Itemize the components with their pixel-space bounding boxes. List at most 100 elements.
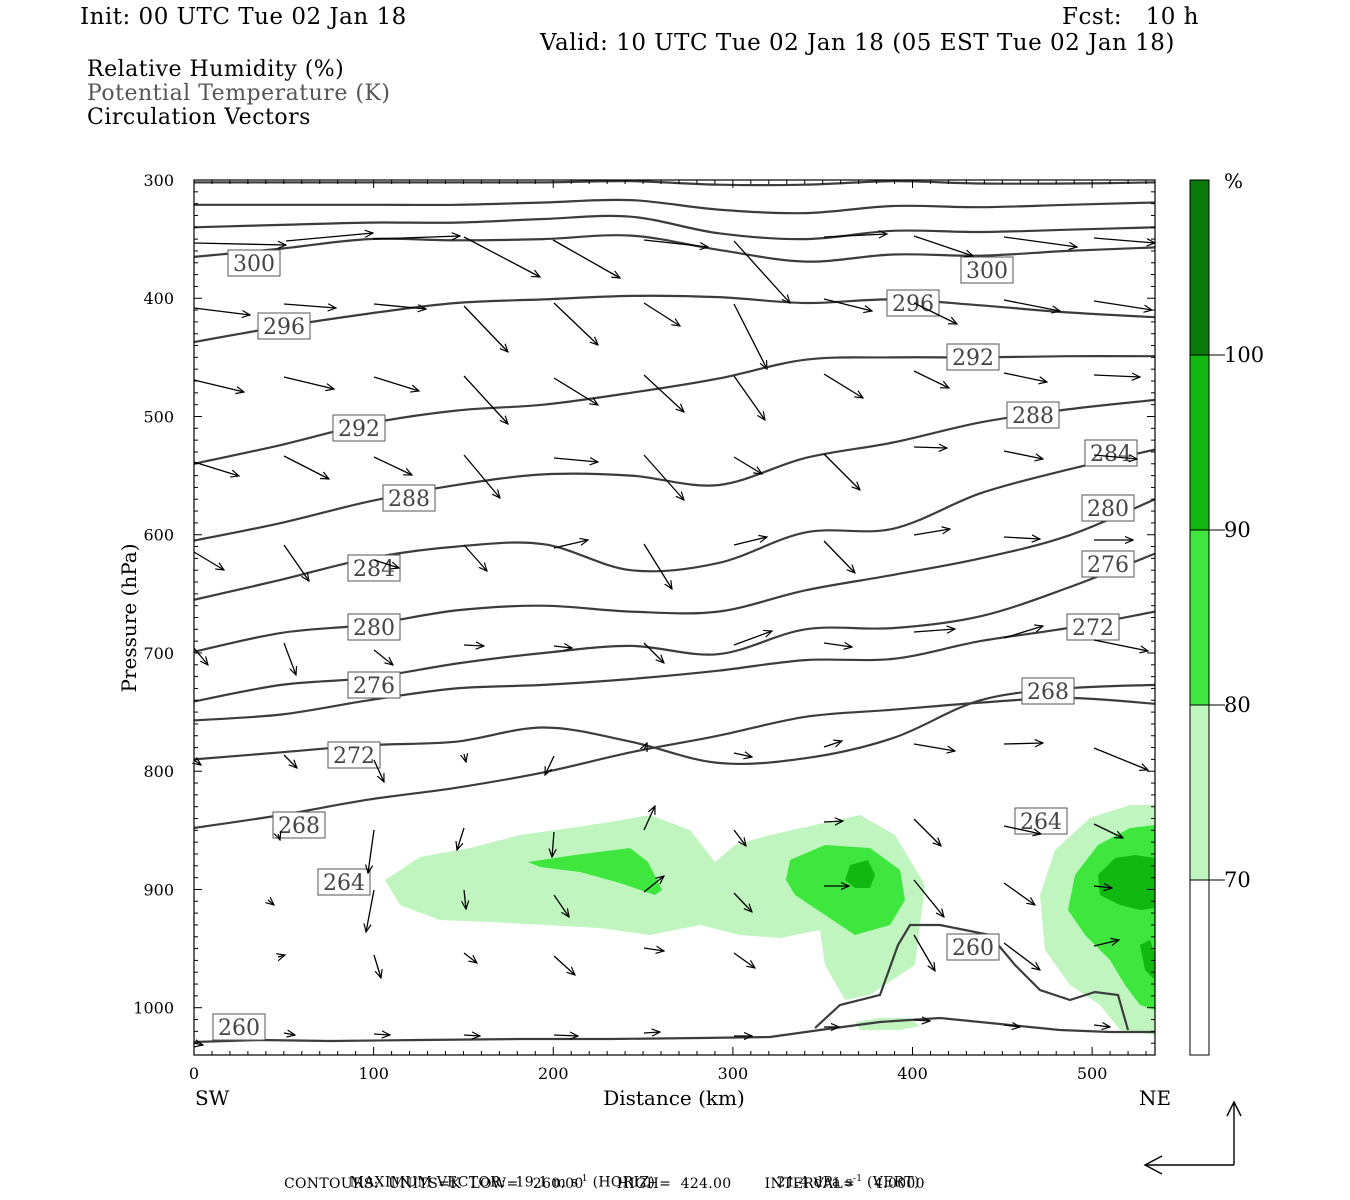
axes: 300 400 500 600 700 800 900 1000 0 100 200 300 400 50… [133, 171, 1155, 1083]
vert-unit-exponent: -1 [852, 1174, 863, 1184]
circulation-vector [1093, 300, 1152, 310]
contour-label: 260 [952, 936, 994, 961]
circulation-vector [643, 374, 684, 412]
y-tick-label: 900 [143, 880, 174, 899]
circulation-vector [368, 829, 375, 873]
circulation-vector [823, 540, 855, 573]
circulation-vector [1003, 450, 1043, 459]
colorbar-band-below-70 [1190, 880, 1209, 1055]
contour-312 [194, 180, 1155, 187]
circulation-vector [373, 759, 384, 782]
contour-label: 284 [1090, 442, 1132, 467]
circulation-vector [823, 821, 843, 822]
circulation-vector [553, 302, 598, 345]
circulation-vector [463, 645, 484, 646]
contour-label: 280 [353, 616, 395, 641]
circulation-vector [553, 458, 598, 462]
circulation-vector [283, 544, 309, 581]
circulation-vector [463, 544, 487, 571]
contour-label: 276 [353, 674, 395, 699]
circulation-vector [1003, 626, 1043, 639]
colorbar-frame [1189, 179, 1210, 1056]
contour-300 [194, 234, 1155, 263]
colorbar-band-90-100 [1190, 355, 1209, 530]
circulation-vector [823, 741, 842, 748]
x-tick-label: 200 [538, 1064, 569, 1083]
circulation-vector [733, 537, 767, 546]
circulation-vector [457, 827, 465, 850]
y-tick-label: 600 [143, 526, 174, 545]
circulation-vector [553, 377, 598, 405]
circulation-vector [913, 302, 957, 324]
circulation-vector [913, 1020, 930, 1021]
circulation-vector [643, 543, 672, 589]
circulation-vector [193, 461, 239, 476]
contour-label-box [1021, 677, 1075, 705]
circulation-vector [733, 829, 746, 846]
max-vector-vert: 21.4 dPa s [776, 1174, 853, 1191]
circulation-vector [366, 889, 375, 932]
x-axis-title: Distance (km) [603, 1086, 745, 1110]
max-vector-vert-info: 21.4 dPa s-1 (VERT) [767, 1158, 920, 1191]
circulation-vector [193, 551, 224, 570]
contour-label: 272 [333, 744, 375, 769]
contour-280 [194, 498, 1155, 653]
circulation-vector [1003, 299, 1060, 311]
circulation-vector [278, 955, 285, 957]
circulation-vector [553, 646, 572, 648]
contour-label: 288 [1012, 404, 1054, 429]
x-tick-label: 100 [358, 1064, 389, 1083]
circulation-vector [283, 304, 336, 308]
contour-label-box [347, 613, 401, 641]
circulation-vector [733, 753, 752, 757]
contour-308 [194, 198, 1155, 215]
contour-label: 292 [952, 346, 994, 371]
contour-label-box [257, 312, 311, 340]
circulation-vector [643, 1032, 660, 1033]
circulation-vector [193, 647, 208, 665]
contour-296 [194, 294, 1155, 344]
circulation-vector [373, 954, 381, 978]
circulation-vector [913, 629, 955, 632]
circulation-vector [283, 1033, 295, 1035]
circulation-vector [1003, 537, 1040, 539]
circulation-vector [373, 456, 412, 475]
circulation-vector [464, 889, 466, 909]
circulation-vector [823, 643, 852, 647]
circulation-vector [1003, 942, 1040, 970]
x-endpoint-ne: NE [1139, 1086, 1171, 1110]
contour-label: 268 [1027, 680, 1069, 705]
circulation-vector [733, 892, 752, 912]
circulation-vector [733, 303, 767, 369]
circulation-vector [1093, 940, 1119, 947]
circulation-vector [733, 240, 790, 303]
contour-label-box [347, 671, 401, 699]
circulation-vector [553, 955, 575, 975]
circulation-vector [823, 298, 872, 311]
y-tick-label: 400 [143, 289, 174, 308]
circulation-vector [464, 754, 466, 762]
contour-label: 300 [233, 252, 275, 277]
contour-label-box [382, 484, 436, 512]
circulation-vector [1093, 823, 1123, 838]
contour-label: 288 [388, 487, 430, 512]
colorbar-band-70-80 [1190, 705, 1209, 880]
circulation-vector [193, 243, 286, 245]
contour-304 [194, 214, 1155, 241]
circulation-vector [643, 642, 664, 663]
circulation-vector [373, 649, 393, 665]
circulation-vector [823, 453, 860, 490]
circulation-vector [1093, 747, 1148, 770]
colorbar-unit: % [1224, 169, 1243, 193]
circulation-vector [733, 456, 762, 474]
colorbar: % 100 90 80 70 [1189, 169, 1264, 1056]
contour-label: 296 [263, 315, 305, 340]
y-axis-title: Pressure (hPa) [117, 544, 141, 693]
contour-label-box [1081, 550, 1135, 578]
circulation-vector [913, 235, 973, 256]
y-tick-label: 300 [143, 171, 174, 190]
contour-label-box [332, 414, 386, 442]
circulation-vector [553, 540, 588, 549]
circulation-vector [373, 376, 419, 391]
